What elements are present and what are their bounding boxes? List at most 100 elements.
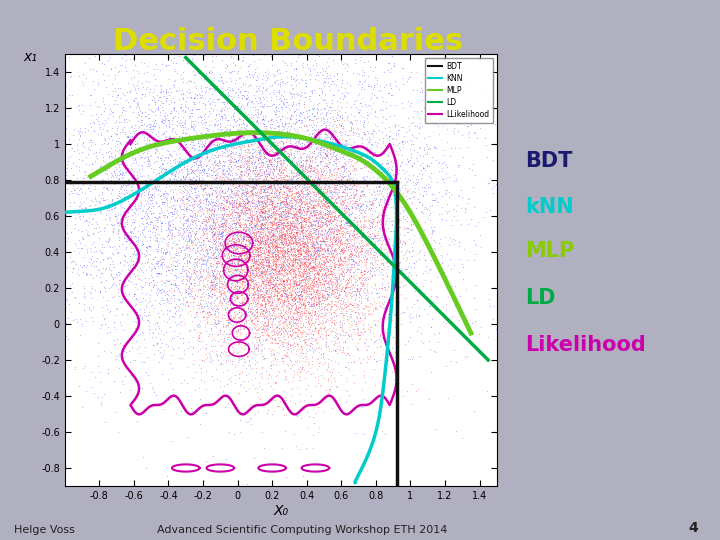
Point xyxy=(142,125,153,133)
Point xyxy=(73,248,85,257)
Point xyxy=(151,247,163,255)
Point xyxy=(96,188,107,197)
Point xyxy=(426,230,438,238)
Point xyxy=(169,0,181,2)
Point xyxy=(263,240,274,248)
Point xyxy=(297,176,308,184)
Point xyxy=(288,256,300,265)
Point xyxy=(289,308,300,317)
Point xyxy=(294,112,306,120)
Point xyxy=(113,118,125,126)
Point xyxy=(353,234,364,242)
Point xyxy=(139,295,150,304)
Point xyxy=(303,161,315,170)
Point xyxy=(249,288,261,296)
Point xyxy=(162,116,174,125)
Point xyxy=(281,72,292,81)
Point xyxy=(183,268,194,276)
Point xyxy=(301,210,312,218)
Point xyxy=(273,210,284,218)
Point xyxy=(205,355,217,363)
Point xyxy=(208,86,220,94)
Point xyxy=(277,262,289,271)
Point xyxy=(129,120,140,129)
Point xyxy=(355,43,366,52)
Point xyxy=(337,311,348,320)
Point xyxy=(72,209,84,218)
Point xyxy=(320,287,331,295)
Point xyxy=(268,177,279,186)
Point xyxy=(249,298,261,306)
Point xyxy=(130,243,142,252)
Point xyxy=(330,221,342,230)
Point xyxy=(264,163,275,172)
Point xyxy=(269,213,280,222)
Point xyxy=(223,97,235,106)
Point xyxy=(304,286,315,295)
Point xyxy=(259,286,271,294)
Point xyxy=(313,294,325,302)
Point xyxy=(296,261,307,269)
Point xyxy=(316,290,328,299)
Point xyxy=(292,161,303,170)
Point xyxy=(367,217,379,225)
Point xyxy=(306,224,318,232)
Point xyxy=(327,228,338,237)
Point xyxy=(189,185,200,193)
Point xyxy=(257,208,269,217)
Point xyxy=(315,272,327,280)
Point xyxy=(235,272,246,280)
Point xyxy=(257,216,269,225)
Point xyxy=(344,80,356,89)
Point xyxy=(315,207,326,216)
Point xyxy=(224,256,235,265)
Point xyxy=(307,175,319,184)
Point xyxy=(284,276,296,285)
Point xyxy=(343,231,355,239)
Point xyxy=(195,94,207,103)
Point xyxy=(336,192,348,201)
Point xyxy=(461,83,472,92)
Point xyxy=(266,265,277,273)
Point xyxy=(243,301,255,310)
Point xyxy=(391,328,402,337)
Point xyxy=(301,230,312,239)
Point xyxy=(188,298,199,307)
Point xyxy=(336,102,347,111)
Point xyxy=(339,218,351,226)
Point xyxy=(222,205,233,213)
Point xyxy=(172,159,184,168)
Point xyxy=(327,150,338,159)
Point xyxy=(244,234,256,243)
Point xyxy=(226,258,238,266)
Point xyxy=(390,225,401,234)
Point xyxy=(355,266,366,274)
Point xyxy=(143,298,154,306)
Point xyxy=(432,198,444,206)
Point xyxy=(257,225,269,233)
Point xyxy=(256,158,268,166)
Point xyxy=(238,292,250,301)
Point xyxy=(133,69,145,78)
Point xyxy=(256,345,267,354)
Point xyxy=(302,247,314,255)
Point xyxy=(29,185,40,193)
Point xyxy=(247,51,258,60)
Point xyxy=(352,264,364,273)
Point xyxy=(280,177,292,185)
Point xyxy=(318,277,329,286)
Point xyxy=(233,74,244,83)
Point xyxy=(143,120,155,129)
Point xyxy=(25,307,37,316)
Point xyxy=(266,252,277,260)
Point xyxy=(230,275,242,284)
Point xyxy=(266,294,277,302)
Point xyxy=(436,86,448,95)
Point xyxy=(15,261,27,269)
Point xyxy=(366,140,378,149)
Point xyxy=(371,285,382,294)
Point xyxy=(474,330,485,339)
Point xyxy=(225,296,237,305)
Point xyxy=(258,254,269,263)
Point xyxy=(368,364,379,373)
